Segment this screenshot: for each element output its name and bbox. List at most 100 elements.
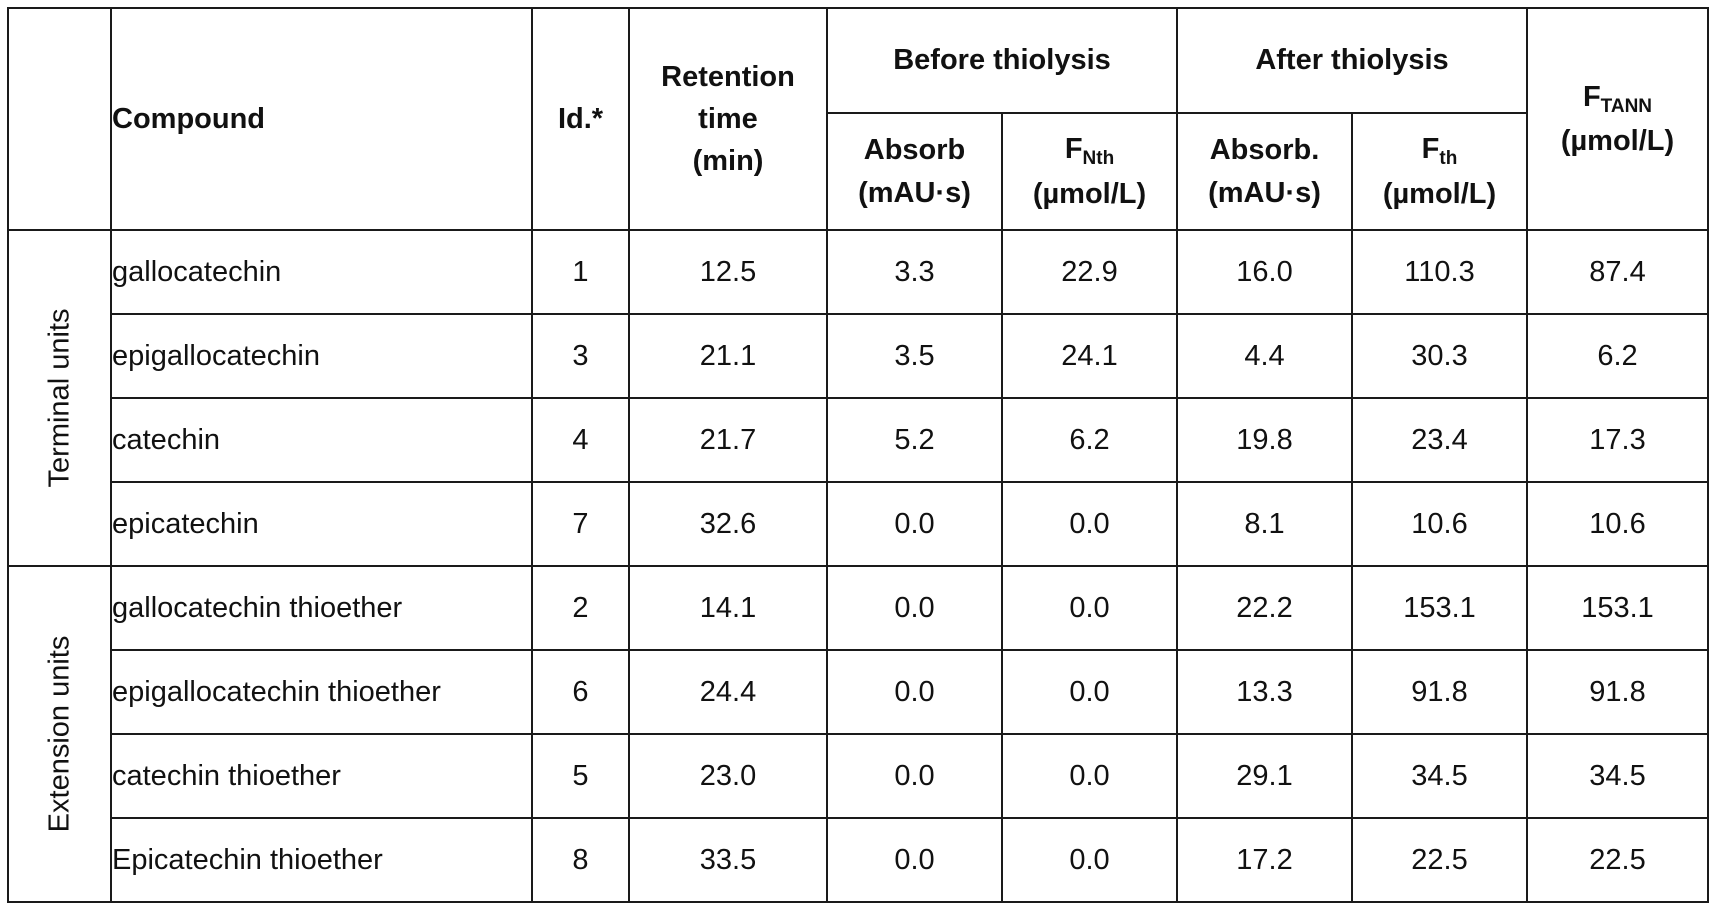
retention-cell: 21.1	[628, 313, 828, 399]
retention-header-line1: Retention	[661, 60, 795, 93]
fth-header-unit: (µmol/L)	[1382, 177, 1497, 210]
fnth-cell: 0.0	[1001, 733, 1178, 819]
retention-cell: 14.1	[628, 565, 828, 651]
retention-cell: 24.4	[628, 649, 828, 735]
before-absorb-cell: 0.0	[826, 817, 1003, 903]
ftann-header-symbol: FTANN	[1582, 80, 1653, 117]
before-absorb-header: Absorb (mAU·s)	[826, 112, 1003, 231]
ftann-header-unit: (µmol/L)	[1560, 125, 1675, 158]
ftann-cell: 10.6	[1526, 481, 1709, 567]
after-absorb-cell: 29.1	[1176, 733, 1353, 819]
group-column-header	[7, 7, 112, 231]
table-row: Extension units gallocatechin thioether …	[7, 565, 1709, 903]
table-row: Epicatechin thioether 8 33.5 0.0 0.0 17.…	[8, 817, 1709, 903]
compound-cell: catechin	[110, 397, 533, 483]
after-thiolysis-header: After thiolysis	[1176, 7, 1528, 114]
table-row: epigallocatechin 3 21.1 3.5 24.1 4.4 30.…	[8, 313, 1709, 399]
compound-cell: epicatechin	[110, 481, 533, 567]
fnth-cell: 24.1	[1001, 313, 1178, 399]
retention-cell: 33.5	[628, 817, 828, 903]
data-table: Compound Id.* Retention time (min) Befor…	[7, 7, 1709, 903]
fnth-cell: 0.0	[1001, 649, 1178, 735]
before-absorb-cell: 0.0	[826, 481, 1003, 567]
retention-header-line2: time	[698, 102, 758, 135]
extension-units-label: Extension units	[43, 635, 75, 833]
compound-cell: epigallocatechin	[110, 313, 533, 399]
ftann-cell: 87.4	[1526, 229, 1709, 315]
table-row: catechin 4 21.7 5.2 6.2 19.8 23.4 17.3	[8, 397, 1709, 483]
after-absorb-cell: 8.1	[1176, 481, 1353, 567]
table-row: epicatechin 7 32.6 0.0 0.0 8.1 10.6 10.6	[8, 481, 1709, 567]
after-absorb-cell: 4.4	[1176, 313, 1353, 399]
fth-cell: 110.3	[1351, 229, 1528, 315]
after-absorb-cell: 13.3	[1176, 649, 1353, 735]
before-absorb-cell: 3.5	[826, 313, 1003, 399]
compound-cell: gallocatechin thioether	[110, 565, 533, 651]
retention-cell: 32.6	[628, 481, 828, 567]
fnth-header: FNth (µmol/L)	[1001, 112, 1178, 231]
fnth-cell: 0.0	[1001, 565, 1178, 651]
retention-cell: 12.5	[628, 229, 828, 315]
fnth-cell: 0.0	[1001, 817, 1178, 903]
table-row: Terminal units gallocatechin 1 12.5 3.3 …	[7, 229, 1709, 567]
after-absorb-cell: 16.0	[1176, 229, 1353, 315]
fth-cell: 34.5	[1351, 733, 1528, 819]
retention-time-header: Retention time (min)	[628, 7, 828, 231]
fnth-cell: 22.9	[1001, 229, 1178, 315]
fnth-header-unit: (µmol/L)	[1032, 177, 1147, 210]
after-absorb-cell: 19.8	[1176, 397, 1353, 483]
ftann-cell: 6.2	[1526, 313, 1709, 399]
fth-cell: 10.6	[1351, 481, 1528, 567]
before-absorb-cell: 0.0	[826, 733, 1003, 819]
fnth-header-symbol: FNth	[1064, 133, 1115, 170]
after-absorb-line2: (mAU·s)	[1208, 176, 1321, 209]
id-cell: 4	[531, 397, 630, 483]
fth-header: Fth (µmol/L)	[1351, 112, 1528, 231]
fnth-cell: 6.2	[1001, 397, 1178, 483]
id-cell: 8	[531, 817, 630, 903]
before-absorb-cell: 5.2	[826, 397, 1003, 483]
fth-cell: 91.8	[1351, 649, 1528, 735]
ftann-header: FTANN (µmol/L)	[1526, 7, 1709, 231]
ftann-cell: 17.3	[1526, 397, 1709, 483]
header-row-sub: Absorb (mAU·s) FNth (µmol/L) Absorb. (mA…	[8, 112, 1708, 231]
compound-cell: catechin thioether	[110, 733, 533, 819]
fth-cell: 153.1	[1351, 565, 1528, 651]
fth-cell: 22.5	[1351, 817, 1528, 903]
before-absorb-cell: 0.0	[826, 649, 1003, 735]
id-cell: 3	[531, 313, 630, 399]
header-row-top: Compound Id.* Retention time (min) Befor…	[7, 7, 1709, 231]
compound-cell: epigallocatechin thioether	[110, 649, 533, 735]
id-cell: 7	[531, 481, 630, 567]
after-absorb-cell: 17.2	[1176, 817, 1353, 903]
ftann-cell: 91.8	[1526, 649, 1709, 735]
compound-cell: gallocatechin	[110, 229, 533, 315]
retention-cell: 21.7	[628, 397, 828, 483]
retention-header-line3: (min)	[692, 145, 764, 178]
after-absorb-header: Absorb. (mAU·s)	[1176, 112, 1353, 231]
group-label-terminal: Terminal units	[7, 229, 112, 567]
table-row: epigallocatechin thioether 6 24.4 0.0 0.…	[8, 649, 1709, 735]
fnth-cell: 0.0	[1001, 481, 1178, 567]
before-absorb-line2: (mAU·s)	[858, 176, 971, 209]
id-cell: 5	[531, 733, 630, 819]
id-cell: 6	[531, 649, 630, 735]
id-cell: 1	[531, 229, 630, 315]
group-label-extension: Extension units	[7, 565, 112, 903]
table-row: catechin thioether 5 23.0 0.0 0.0 29.1 3…	[8, 733, 1709, 819]
fth-cell: 23.4	[1351, 397, 1528, 483]
before-absorb-line1: Absorb	[863, 134, 966, 167]
compound-cell: Epicatechin thioether	[110, 817, 533, 903]
id-header: Id.*	[531, 7, 630, 231]
retention-cell: 23.0	[628, 733, 828, 819]
fth-header-symbol: Fth	[1421, 133, 1458, 170]
terminal-units-label: Terminal units	[43, 308, 75, 488]
after-absorb-line1: Absorb.	[1209, 134, 1320, 167]
before-absorb-cell: 3.3	[826, 229, 1003, 315]
id-cell: 2	[531, 565, 630, 651]
ftann-cell: 153.1	[1526, 565, 1709, 651]
ftann-cell: 34.5	[1526, 733, 1709, 819]
compound-header: Compound	[110, 7, 533, 231]
before-thiolysis-header: Before thiolysis	[826, 7, 1178, 114]
after-absorb-cell: 22.2	[1176, 565, 1353, 651]
